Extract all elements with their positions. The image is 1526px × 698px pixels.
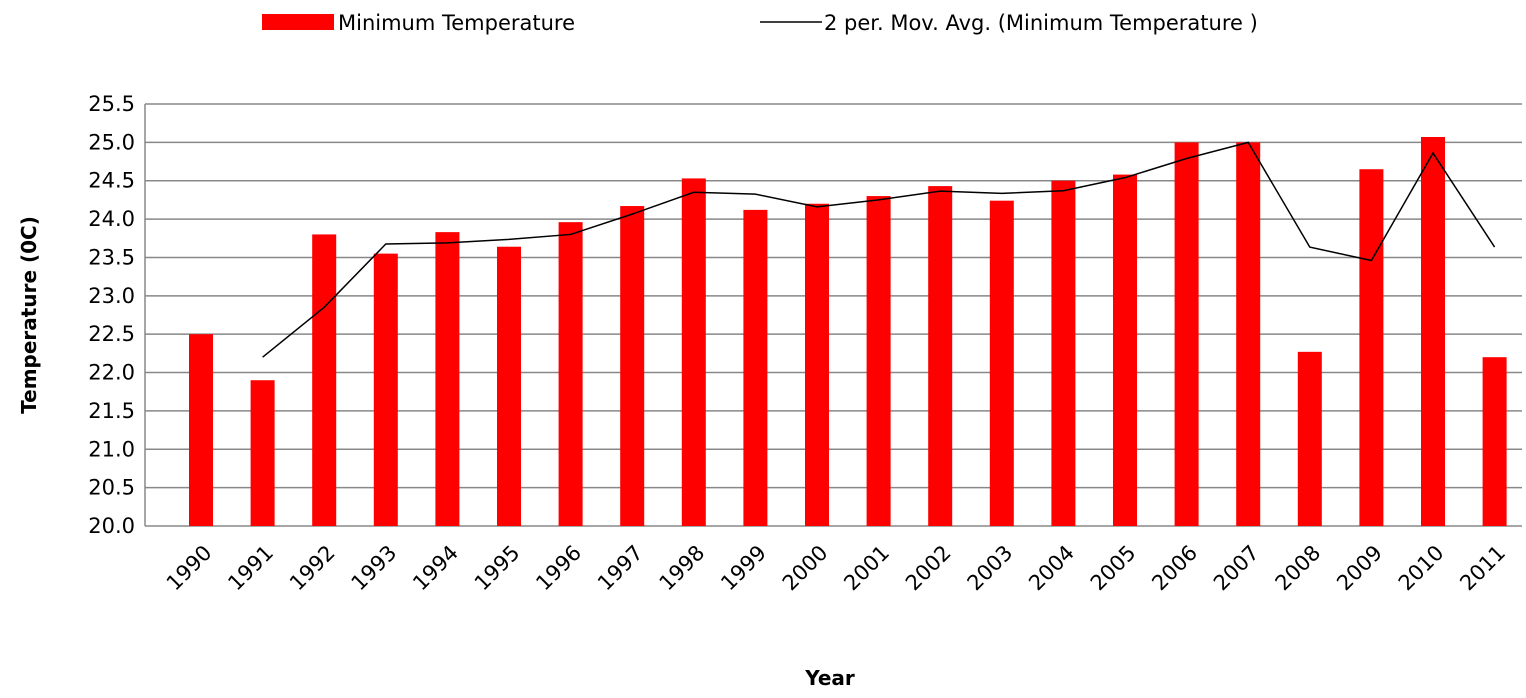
x-tick-label: 1990	[162, 541, 217, 596]
y-tick-label: 22.0	[88, 361, 135, 385]
x-tick-label: 2006	[1147, 541, 1202, 596]
x-tick-label: 1999	[716, 541, 771, 596]
x-tick-label: 2003	[963, 541, 1018, 596]
x-tick-label: 1997	[593, 541, 648, 596]
y-tick-label: 25.0	[88, 130, 135, 154]
bar	[681, 178, 706, 526]
bar	[1359, 169, 1384, 526]
y-tick-label: 23.5	[88, 245, 135, 269]
y-axis-label: Temperature (0C)	[17, 216, 41, 414]
bar	[1051, 180, 1076, 526]
y-tick-label: 23.0	[88, 284, 135, 308]
y-tick-label: 24.5	[88, 169, 135, 193]
bar	[1236, 142, 1261, 526]
bar	[1421, 136, 1445, 526]
x-tick-label: 1998	[655, 541, 710, 596]
x-tick-label: 2005	[1086, 541, 1141, 596]
legend-swatch	[262, 14, 334, 30]
bar	[250, 380, 275, 526]
bar	[373, 253, 398, 527]
x-tick-label: 2004	[1024, 541, 1079, 596]
y-tick-label: 22.5	[88, 322, 135, 346]
bar	[312, 234, 337, 526]
x-tick-label: 2000	[778, 541, 833, 596]
x-tick-label: 1996	[531, 541, 586, 596]
y-tick-label: 21.5	[88, 399, 135, 423]
y-tick-label: 20.5	[88, 476, 135, 500]
bar	[928, 186, 953, 526]
x-tick-label: 1991	[223, 541, 278, 596]
moving-average-line	[262, 141, 1496, 358]
y-tick-label: 25.5	[88, 92, 135, 116]
x-tick-label: 2001	[839, 541, 894, 596]
y-tick-label: 20.0	[88, 514, 135, 538]
x-tick-label: 1993	[347, 541, 402, 596]
bar	[1174, 142, 1199, 526]
x-axis-label: Year	[804, 666, 855, 690]
x-tick-label: 1994	[408, 541, 463, 596]
legend-label: 2 per. Mov. Avg. (Minimum Temperature )	[824, 11, 1258, 35]
x-tick-label: 2008	[1271, 541, 1326, 596]
x-tick-label: 2011	[1455, 541, 1510, 596]
x-tick-label: 2009	[1332, 541, 1387, 596]
y-tick-label: 24.0	[88, 207, 135, 231]
x-tick-label: 1995	[470, 541, 525, 596]
bar	[620, 206, 645, 526]
bar	[1482, 357, 1507, 526]
bar	[866, 196, 891, 526]
bar	[805, 203, 829, 526]
bar	[558, 222, 583, 526]
x-tick-label: 2010	[1394, 541, 1449, 596]
bar	[497, 246, 521, 527]
x-tick-label: 2002	[901, 541, 956, 596]
bar	[435, 232, 460, 526]
x-tick-label: 1992	[285, 541, 340, 596]
bar	[1113, 174, 1137, 526]
x-tick-label: 2007	[1209, 541, 1264, 596]
legend-label: Minimum Temperature	[338, 11, 575, 35]
y-tick-label: 21.0	[88, 437, 135, 461]
bar	[189, 334, 213, 526]
bar	[1297, 351, 1322, 526]
bar	[989, 200, 1014, 526]
bar	[743, 209, 768, 526]
